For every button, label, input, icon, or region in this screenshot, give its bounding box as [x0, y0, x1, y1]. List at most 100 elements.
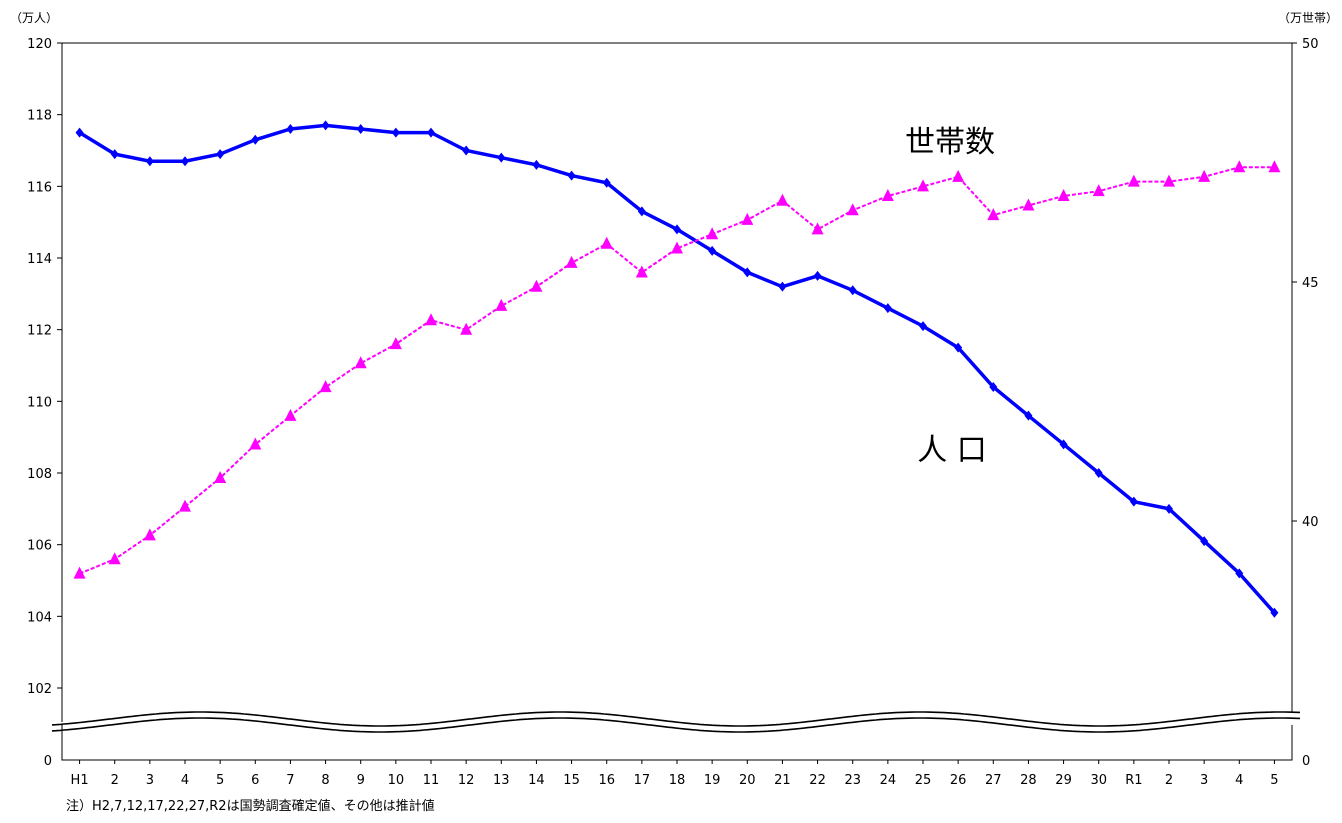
households-point: [143, 528, 156, 541]
households-point: [1163, 174, 1175, 187]
population-point: [532, 159, 541, 170]
x-tick-label: 2: [1165, 773, 1173, 788]
households-point: [1092, 184, 1105, 197]
left-axis-zero-label: 0: [44, 754, 52, 769]
households-point: [73, 566, 86, 579]
households-point: [1198, 169, 1211, 182]
households-point: [600, 236, 613, 249]
households-point: [987, 208, 1000, 221]
households-point: [1057, 188, 1070, 201]
population-point: [110, 149, 119, 160]
households-point: [425, 313, 437, 326]
population-point: [637, 206, 646, 217]
households-point: [354, 356, 367, 369]
population-point: [743, 267, 752, 278]
population-point: [1129, 496, 1138, 507]
households-point: [881, 188, 894, 201]
x-tick-label: 5: [1270, 773, 1278, 788]
footnote: 注）H2,7,12,17,22,27,R2は国勢調査確定値、その他は推計値: [66, 798, 435, 814]
households-point: [319, 380, 332, 393]
households-point: [530, 279, 543, 292]
right-axis-zero-label: 0: [1302, 754, 1310, 769]
x-tick-label: 27: [985, 773, 1002, 788]
x-tick-label: 9: [357, 773, 365, 788]
x-tick-label: 4: [181, 773, 189, 788]
x-tick-label: 25: [915, 773, 932, 788]
right-axis-unit: （万世帯）: [1278, 11, 1338, 25]
x-tick-label: 22: [809, 773, 826, 788]
population-point: [1270, 607, 1279, 618]
population-point: [462, 145, 471, 156]
population-point: [216, 149, 225, 160]
population-point: [391, 127, 400, 138]
left-tick-label: 110: [27, 395, 52, 410]
x-tick-label: 20: [739, 773, 756, 788]
x-tick-label: 29: [1055, 773, 1072, 788]
population-point: [919, 321, 927, 332]
population-point: [813, 270, 822, 281]
population-point: [497, 152, 506, 163]
population-point: [1094, 468, 1103, 478]
x-tick-label: 21: [774, 773, 791, 788]
left-tick-label: 106: [27, 539, 52, 554]
x-tick-label: 14: [528, 773, 545, 788]
population-point: [1024, 410, 1033, 421]
x-tick-label: 15: [563, 773, 580, 788]
series-line-population: [78, 123, 1276, 614]
left-axis-unit: （万人）: [10, 11, 58, 25]
x-tick-label: 13: [493, 773, 510, 788]
right-tick-label: 45: [1302, 276, 1319, 291]
x-tick-label: 12: [458, 773, 475, 788]
left-tick-label: 102: [27, 682, 52, 697]
households-point: [495, 298, 508, 311]
households-point: [952, 169, 965, 182]
households-series-label: 世帯数: [905, 125, 995, 160]
axis-break-line-lower: [51, 717, 1301, 733]
right-tick-label: 40: [1302, 515, 1319, 530]
x-tick-label: 28: [1020, 773, 1037, 788]
population-point: [1235, 568, 1244, 579]
households-point: [917, 179, 929, 192]
x-tick-label: 11: [423, 773, 440, 788]
x-tick-label: 17: [634, 773, 651, 788]
households-point: [776, 193, 789, 206]
left-tick-label: 120: [27, 37, 52, 52]
households-point: [1127, 174, 1140, 187]
households-point: [741, 212, 754, 225]
households-point: [249, 437, 262, 450]
x-tick-label: 3: [146, 773, 154, 788]
population-point: [181, 156, 189, 167]
households-point: [284, 408, 297, 421]
x-tick-label: 7: [286, 773, 294, 788]
households-point: [1268, 160, 1281, 173]
population-point: [286, 124, 295, 134]
households-point: [108, 552, 121, 565]
x-tick-label: 5: [216, 773, 224, 788]
households-point: [846, 203, 859, 216]
x-tick-label: 18: [669, 773, 686, 788]
x-tick-label: 4: [1235, 773, 1243, 788]
households-point: [214, 470, 227, 483]
households-point: [460, 322, 473, 335]
population-point: [602, 177, 611, 188]
population-point: [567, 170, 576, 181]
plot-frame: [61, 42, 1293, 761]
population-point: [321, 120, 330, 131]
households-point: [671, 241, 683, 254]
population-point: [427, 127, 435, 138]
x-tick-label: 30: [1090, 773, 1107, 788]
axis-break-line-upper: [51, 711, 1301, 727]
left-tick-label: 112: [27, 324, 52, 339]
left-tick-label: 118: [27, 109, 52, 124]
left-tick-label: 108: [27, 467, 52, 482]
population-point: [989, 382, 998, 392]
households-point: [706, 227, 719, 240]
population-point: [145, 156, 154, 167]
population-point: [75, 127, 84, 138]
population-point: [708, 245, 717, 256]
right-tick-label: 50: [1302, 37, 1319, 52]
x-tick-label: 2: [111, 773, 119, 788]
x-tick-label: 16: [598, 773, 615, 788]
left-tick-label: 104: [27, 610, 52, 625]
